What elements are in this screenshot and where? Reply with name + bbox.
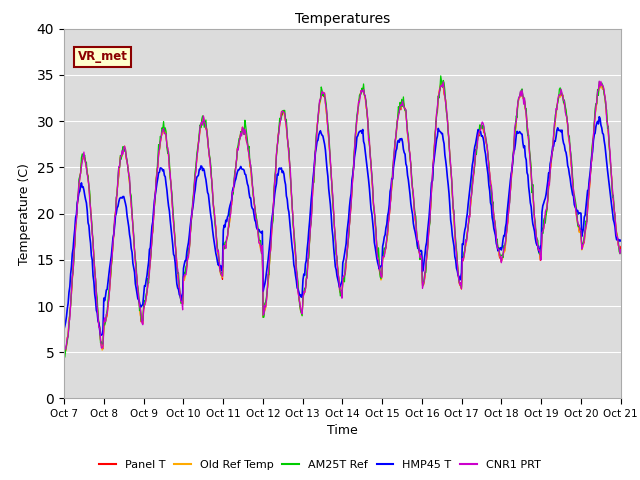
CNR1 PRT — [150, 199, 158, 204]
HMP45 T — [97, 332, 104, 338]
Old Ref Temp — [243, 133, 250, 139]
Old Ref Temp — [437, 81, 445, 86]
AM25T Ref — [152, 192, 159, 197]
Old Ref Temp — [617, 248, 625, 253]
Panel T — [152, 193, 159, 199]
Title: Temperatures: Temperatures — [295, 12, 390, 26]
Old Ref Temp — [209, 201, 217, 207]
Old Ref Temp — [77, 170, 84, 176]
Line: Old Ref Temp: Old Ref Temp — [64, 84, 621, 353]
HMP45 T — [60, 326, 68, 332]
Old Ref Temp — [566, 151, 574, 156]
Line: AM25T Ref: AM25T Ref — [64, 76, 621, 357]
Y-axis label: Temperature (C): Temperature (C) — [18, 163, 31, 264]
AM25T Ref — [60, 340, 68, 346]
AM25T Ref — [243, 131, 250, 136]
Old Ref Temp — [152, 192, 159, 198]
CNR1 PRT — [529, 185, 537, 191]
HMP45 T — [76, 189, 84, 194]
Old Ref Temp — [531, 214, 538, 220]
CNR1 PRT — [564, 133, 572, 139]
X-axis label: Time: Time — [327, 424, 358, 437]
AM25T Ref — [531, 215, 538, 221]
Panel T — [437, 82, 445, 87]
HMP45 T — [530, 225, 538, 230]
HMP45 T — [209, 234, 217, 240]
Panel T — [243, 139, 250, 144]
Line: HMP45 T: HMP45 T — [64, 117, 621, 335]
CNR1 PRT — [595, 78, 603, 84]
AM25T Ref — [209, 203, 217, 208]
Line: CNR1 PRT: CNR1 PRT — [64, 81, 621, 349]
Panel T — [61, 348, 68, 354]
AM25T Ref — [77, 170, 84, 176]
Panel T — [77, 170, 84, 176]
Panel T — [531, 216, 538, 222]
HMP45 T — [595, 114, 603, 120]
HMP45 T — [152, 192, 159, 198]
AM25T Ref — [437, 73, 445, 79]
AM25T Ref — [61, 354, 68, 360]
CNR1 PRT — [242, 130, 250, 135]
Line: Panel T: Panel T — [64, 84, 621, 351]
Old Ref Temp — [60, 348, 68, 354]
HMP45 T — [243, 177, 250, 182]
Panel T — [617, 244, 625, 250]
HMP45 T — [566, 171, 573, 177]
CNR1 PRT — [60, 347, 68, 352]
CNR1 PRT — [617, 247, 625, 252]
CNR1 PRT — [76, 176, 84, 182]
Panel T — [209, 202, 217, 207]
Text: VR_met: VR_met — [78, 50, 128, 63]
Panel T — [60, 347, 68, 352]
CNR1 PRT — [209, 187, 216, 192]
AM25T Ref — [566, 146, 574, 152]
AM25T Ref — [617, 249, 625, 254]
HMP45 T — [617, 238, 625, 243]
Old Ref Temp — [61, 350, 68, 356]
Panel T — [566, 149, 574, 155]
Legend: Panel T, Old Ref Temp, AM25T Ref, HMP45 T, CNR1 PRT: Panel T, Old Ref Temp, AM25T Ref, HMP45 … — [95, 456, 545, 474]
